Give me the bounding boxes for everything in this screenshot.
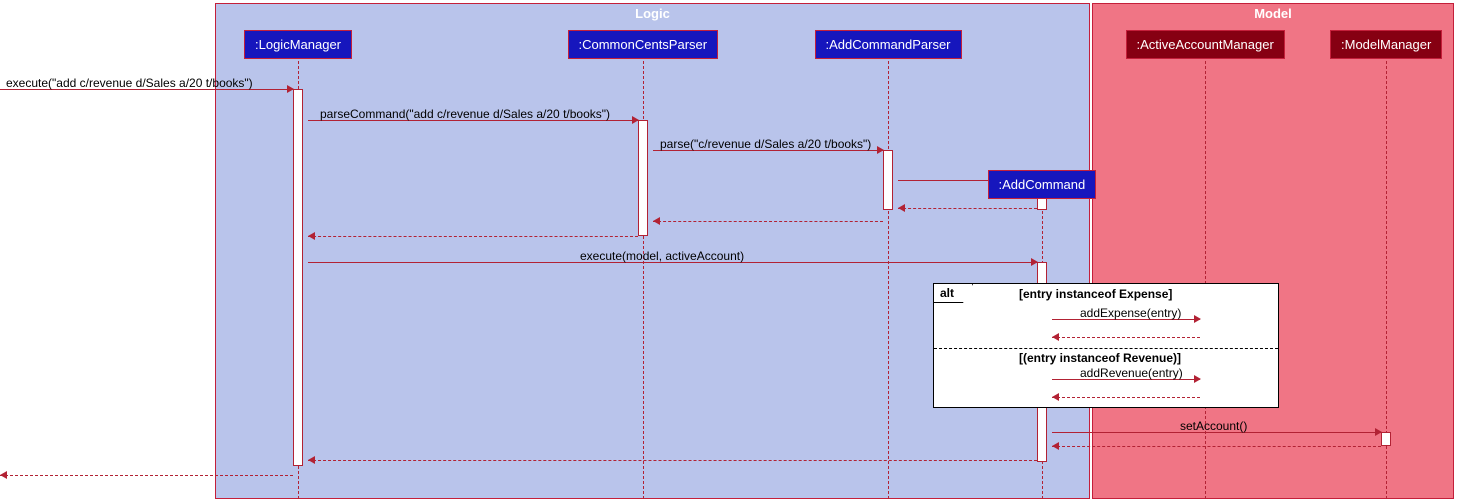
message-label-10: addRevenue(entry) bbox=[1080, 366, 1183, 380]
message-arrow-15 bbox=[0, 475, 293, 476]
participant-activeAccountMgr: :ActiveAccountManager bbox=[1126, 30, 1285, 59]
message-arrow-9 bbox=[1052, 337, 1200, 338]
message-label-2: parse("c/revenue d/Sales a/20 t/books") bbox=[660, 137, 871, 151]
alt-label: alt bbox=[934, 284, 973, 303]
message-arrowhead-2 bbox=[877, 146, 884, 154]
message-arrow-4 bbox=[898, 208, 1037, 209]
message-arrowhead-0 bbox=[287, 85, 294, 93]
message-arrowhead-4 bbox=[898, 204, 905, 212]
message-arrow-11 bbox=[1052, 397, 1200, 398]
alt-guard-1: [entry instanceof Expense] bbox=[1019, 287, 1172, 301]
activation-0 bbox=[293, 89, 303, 466]
alt-divider bbox=[934, 348, 1278, 349]
activation-1 bbox=[638, 120, 648, 236]
message-arrowhead-8 bbox=[1194, 315, 1201, 323]
message-arrowhead-15 bbox=[0, 471, 7, 479]
message-arrowhead-13 bbox=[1052, 442, 1059, 450]
activation-2 bbox=[883, 150, 893, 210]
participant-commonCentsParser: :CommonCentsParser bbox=[568, 30, 719, 59]
alt-guard-2: [(entry instanceof Revenue)] bbox=[1019, 351, 1181, 365]
participant-logicManager: :LogicManager bbox=[244, 30, 352, 59]
message-arrow-13 bbox=[1052, 446, 1381, 447]
message-arrow-6 bbox=[308, 236, 638, 237]
participant-addCommand: :AddCommand bbox=[988, 170, 1097, 199]
message-arrowhead-10 bbox=[1194, 375, 1201, 383]
message-arrowhead-12 bbox=[1375, 428, 1382, 436]
participant-addCommandParser: :AddCommandParser bbox=[815, 30, 962, 59]
message-label-0: execute("add c/revenue d/Sales a/20 t/bo… bbox=[6, 76, 253, 90]
alt-fragment: alt [entry instanceof Expense] [(entry ins… bbox=[933, 283, 1279, 408]
message-arrowhead-11 bbox=[1052, 393, 1059, 401]
model-region: Model bbox=[1092, 3, 1454, 499]
message-label-1: parseCommand("add c/revenue d/Sales a/20… bbox=[320, 107, 610, 121]
message-arrow-14 bbox=[308, 460, 1037, 461]
message-arrowhead-6 bbox=[308, 232, 315, 240]
message-arrowhead-5 bbox=[653, 217, 660, 225]
message-label-12: setAccount() bbox=[1180, 419, 1247, 433]
activation-7 bbox=[1381, 432, 1391, 446]
model-region-title: Model bbox=[1254, 6, 1292, 21]
message-label-7: execute(model, activeAccount) bbox=[580, 249, 744, 263]
sequence-diagram: Logic Model alt [entry instanceof Expense] [… bbox=[0, 0, 1457, 502]
message-label-8: addExpense(entry) bbox=[1080, 306, 1181, 320]
message-arrowhead-14 bbox=[308, 456, 315, 464]
participant-modelManager: :ModelManager bbox=[1330, 30, 1442, 59]
logic-region-title: Logic bbox=[635, 6, 670, 21]
message-arrowhead-1 bbox=[632, 116, 639, 124]
message-arrow-5 bbox=[653, 221, 883, 222]
lifeline-addCommandParser bbox=[888, 56, 889, 499]
message-arrowhead-7 bbox=[1031, 258, 1038, 266]
message-arrowhead-9 bbox=[1052, 333, 1059, 341]
